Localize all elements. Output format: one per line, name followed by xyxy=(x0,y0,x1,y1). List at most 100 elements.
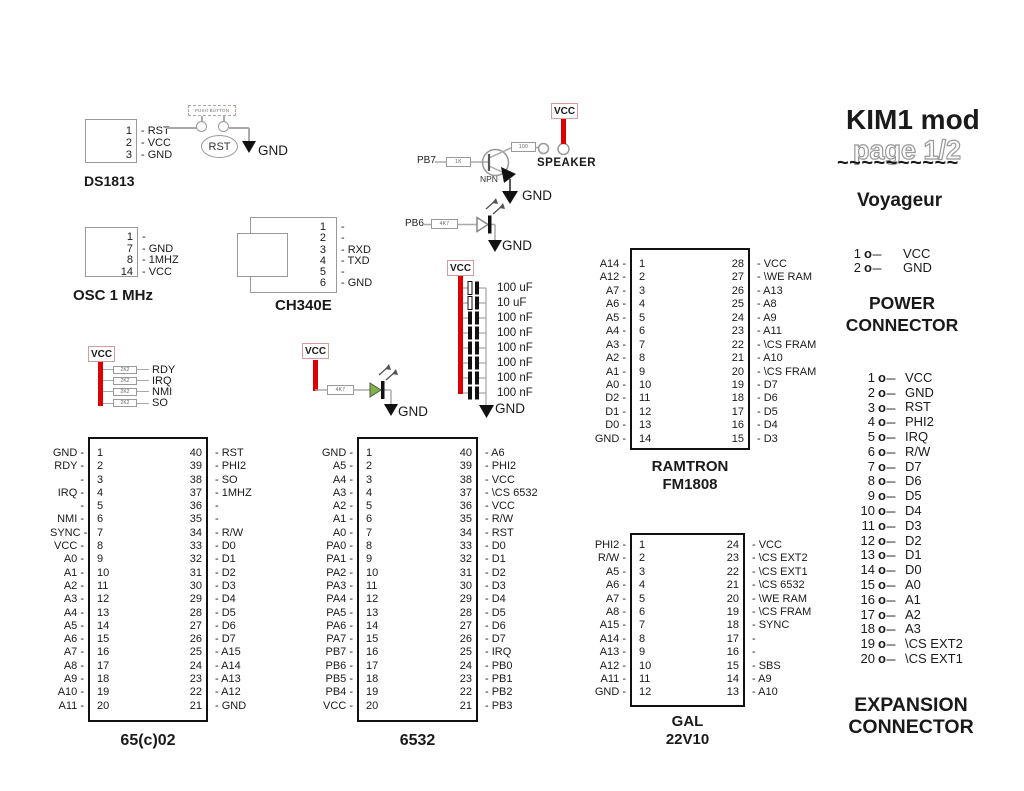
pin-label: - D4 xyxy=(215,593,236,606)
author-label: Voyageur xyxy=(857,190,943,211)
pin-number: 35 xyxy=(459,513,472,526)
pin-label: A8 - xyxy=(605,605,626,618)
pin-number: 15 xyxy=(366,633,379,646)
pin-label: - A15 xyxy=(215,646,241,659)
pin-number: 13 xyxy=(726,686,739,699)
pin-number: 22 xyxy=(189,686,202,699)
pin-number: 8 xyxy=(97,540,104,553)
pin-label: A1 - xyxy=(63,566,84,579)
connector-pin: 10 o--- D4 xyxy=(860,503,922,519)
pin-number: 22 xyxy=(459,686,472,699)
signal-pb6: PB6 xyxy=(405,218,424,229)
connector-pin: 18 o--- A3 xyxy=(860,621,921,637)
pin-label: - SO xyxy=(215,473,238,486)
pin-label: - RST xyxy=(141,125,170,137)
pin-label: - 1MHZ xyxy=(142,254,179,266)
pin-label: - PHI2 xyxy=(215,460,247,473)
vcc-symbol: VCC xyxy=(447,260,474,276)
chip-label-ds1813: DS1813 xyxy=(84,173,135,189)
pin-label: A0 - xyxy=(605,378,626,391)
pin-number: 23 xyxy=(726,552,739,565)
pin-labels-right: - VCC - \WE RAM - A13- A8- A9- A11- \CS FR… xyxy=(750,248,816,446)
gnd-arrow-icon xyxy=(479,405,494,418)
pin-label: - D5 xyxy=(215,606,236,619)
pin-label: VCC - xyxy=(54,540,84,553)
pin-number: 23 xyxy=(731,325,744,338)
pin-number: 7 xyxy=(639,619,646,632)
pin-socket-icon: o--- xyxy=(878,488,896,504)
connector-pin: 5 o--- IRQ xyxy=(867,429,929,445)
led-symbol xyxy=(369,382,382,398)
power-led-drawing xyxy=(313,360,398,416)
pin-label: PB5 - xyxy=(325,673,353,686)
pin-label: - 1MHZ xyxy=(215,486,252,499)
connector-pin: 9 o--- D5 xyxy=(867,488,922,504)
pin-number: 19 xyxy=(366,686,379,699)
pin-label: D1 - xyxy=(605,405,626,418)
pin-label: R/W - xyxy=(597,552,626,565)
pin-label: PA2 - xyxy=(326,566,353,579)
pin-socket-icon: o--- xyxy=(878,606,896,622)
pin-label: PHI2 - xyxy=(594,539,626,551)
chip-label: 6532 xyxy=(399,732,436,749)
pin-label: RDY - xyxy=(54,460,84,473)
pin-label: - SYNC xyxy=(752,619,790,632)
connector-pin: 8 o--- D6 xyxy=(867,473,922,489)
pin-label: - xyxy=(752,632,756,645)
pin-number: 14 xyxy=(726,672,739,685)
pin-number: 1 xyxy=(639,258,646,270)
pin-number: 2 xyxy=(639,271,646,284)
pin-number: 38 xyxy=(189,473,202,486)
pin-label: A5 - xyxy=(63,619,84,632)
pin-number: 20 xyxy=(97,699,110,712)
pin-socket-icon: o--- xyxy=(878,429,896,445)
pb6-led-drawing xyxy=(423,198,505,252)
pin-label: - D0 xyxy=(485,540,506,553)
pin-label: - xyxy=(80,500,84,513)
chip-fm1808: A14 - A12 - A7 - A6 - A5 - A4 - A3 - A2 - A1 - A0… xyxy=(584,248,816,493)
pin-number: 24 xyxy=(189,659,202,672)
pin-number: 18 xyxy=(366,673,379,686)
expansion-connector-heading: EXPANSION CONNECTOR xyxy=(848,694,974,738)
pin-number: 2 xyxy=(366,460,373,473)
pin-label: A10 - xyxy=(57,686,84,699)
pin-socket-icon: o--- xyxy=(878,547,896,563)
pin-number: 19 xyxy=(726,605,739,618)
pin-number: 28 xyxy=(731,258,744,270)
pin-number: 15 xyxy=(726,659,739,672)
connector-pin: 20 o--- \CS EXT1 xyxy=(860,651,963,667)
pin-label: A1 - xyxy=(605,365,626,378)
pin-labels-right: - RST - PHI2- SO - 1MHZ - - - R/W - D0- D1- D2… xyxy=(208,437,252,713)
pin-labels: -- GND - 1MHZ - VCC xyxy=(138,227,179,278)
resistor: 2K2 xyxy=(113,399,137,408)
chip-body: 1 2 3 4 5 6 7 8 9 10 11 12 24 23 22 21 20 19 18 17 16 15 14 13 xyxy=(630,533,745,707)
connector-pin: 3 o--- RST xyxy=(867,399,931,415)
gnd-arrow-icon xyxy=(242,141,256,153)
pin-label: VCC - xyxy=(323,699,353,712)
pin-number: 6 xyxy=(97,513,104,526)
pin-label: PA1 - xyxy=(326,553,353,566)
pin-number: 25 xyxy=(189,646,202,659)
pin-label: - VCC xyxy=(142,265,172,278)
pin-label: - \CS FRAM xyxy=(757,365,817,378)
pin-label: - D6 xyxy=(215,619,236,632)
pin-label: - D3 xyxy=(485,579,506,592)
pin-socket-icon: o--- xyxy=(878,473,896,489)
gnd-label: GND xyxy=(522,188,552,203)
pin-number: 6 xyxy=(319,277,326,290)
pin-number: 17 xyxy=(366,659,379,672)
pin-label: PA5 - xyxy=(326,606,353,619)
pin-label: - SBS xyxy=(752,659,781,672)
pin-label: - D5 xyxy=(485,606,506,619)
pin-number: 12 xyxy=(639,686,652,699)
pin-number: 3 xyxy=(639,565,646,578)
pin-number: 1 xyxy=(366,447,373,459)
gnd-label: GND xyxy=(495,401,525,416)
pin-number: 17 xyxy=(97,659,110,672)
pin-label: - A14 xyxy=(215,659,241,672)
pin-number: 21 xyxy=(459,699,472,712)
pin-number: 8 xyxy=(639,352,646,365)
pin-number: 4 xyxy=(97,486,104,499)
pin-number: 20 xyxy=(731,365,744,378)
